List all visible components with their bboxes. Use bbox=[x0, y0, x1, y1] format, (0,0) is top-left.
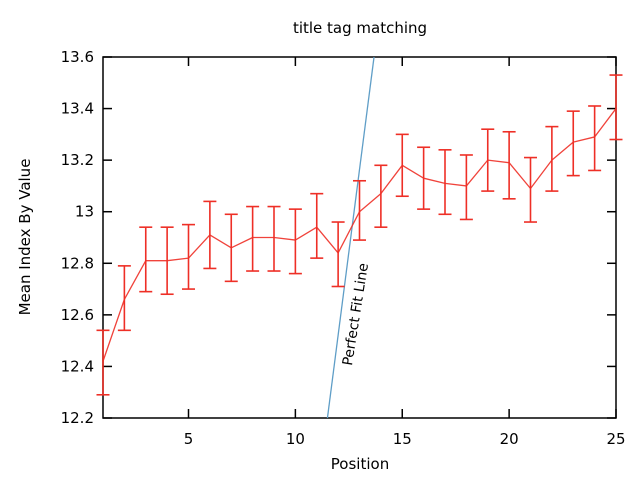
y-tick-label: 13.2 bbox=[61, 151, 94, 169]
series-line bbox=[102, 108, 617, 362]
plot-border bbox=[102, 56, 617, 419]
x-tick-label: 10 bbox=[286, 430, 305, 448]
y-axis-label: Mean Index By Value bbox=[16, 159, 34, 316]
x-tick-label: 20 bbox=[500, 430, 519, 448]
y-tick-label: 12.6 bbox=[61, 306, 94, 324]
axis-tick-labels: 5 10 15 20 25 12.2 12.4 12.6 12.8 13 13.2 13.4 13.6 bbox=[61, 48, 626, 448]
plot-frame bbox=[102, 56, 617, 419]
x-tick-label: 25 bbox=[606, 430, 625, 448]
x-axis-label: Position bbox=[331, 455, 389, 473]
y-tick-label: 13.4 bbox=[61, 100, 94, 118]
x-tick-label: 5 bbox=[184, 430, 194, 448]
errorbar-series bbox=[96, 74, 623, 396]
y-tick-label: 12.4 bbox=[61, 357, 94, 375]
chart-title: title tag matching bbox=[293, 19, 427, 37]
fit-line-label: Perfect Fit Line bbox=[340, 262, 372, 367]
fit-line bbox=[326, 56, 375, 419]
y-tick-label: 12.8 bbox=[61, 254, 94, 272]
axis-ticks bbox=[103, 56, 617, 419]
x-tick-label: 15 bbox=[393, 430, 412, 448]
perfect-fit-line bbox=[326, 56, 375, 419]
y-tick-label: 13 bbox=[75, 203, 94, 221]
y-tick-label: 12.2 bbox=[61, 409, 94, 427]
y-tick-label: 13.6 bbox=[61, 48, 94, 66]
